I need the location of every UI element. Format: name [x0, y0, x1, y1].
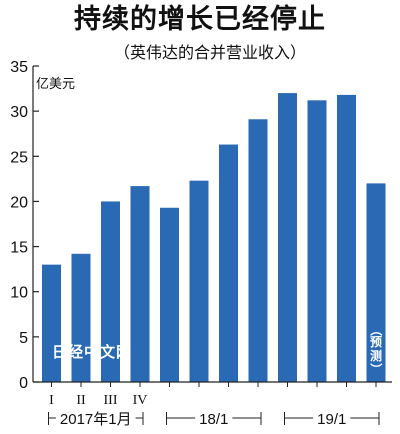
- forecast-char: ）: [369, 363, 384, 375]
- y-axis: 0 5 10 15 20 25 30 35: [10, 59, 39, 392]
- bars: [42, 93, 386, 383]
- group-label: 18/1: [199, 411, 228, 428]
- x-tick-label: III: [104, 393, 118, 408]
- chart-subtitle: （英伟达的合并营业收入）: [113, 43, 306, 62]
- bar-7: [219, 144, 238, 382]
- x-tick-label: IV: [133, 393, 148, 408]
- bar-9: [278, 93, 297, 382]
- forecast-char: （: [369, 324, 384, 336]
- bar-12: [366, 183, 386, 382]
- forecast-char: 测: [370, 348, 382, 363]
- bar-5: [160, 207, 179, 382]
- group-label: 2017年1月: [60, 411, 132, 428]
- y-tick-label: 15: [10, 240, 28, 257]
- bar-1: [42, 264, 61, 382]
- y-tick-label: 35: [10, 59, 28, 76]
- chart-title: 持续的增长已经停止: [74, 4, 326, 35]
- y-tick-label: 30: [10, 104, 28, 121]
- bar-10: [307, 100, 327, 383]
- bar-8: [248, 119, 268, 383]
- bar-3: [101, 201, 120, 382]
- bar-11: [337, 94, 356, 383]
- group-label: 19/1: [317, 411, 346, 428]
- y-tick-label: 10: [10, 285, 28, 302]
- bar-2: [71, 253, 91, 382]
- y-tick-label: 20: [10, 194, 28, 211]
- forecast-char: 预: [370, 335, 382, 349]
- x-tick-label: I: [49, 393, 54, 408]
- unit-label: 亿美元: [36, 77, 75, 92]
- bar-6: [189, 180, 209, 382]
- y-tick-label: 0: [19, 375, 28, 392]
- bar-4: [130, 186, 150, 382]
- watermark: 日经中文网: [52, 343, 132, 361]
- forecast-label: （预测）: [369, 324, 384, 375]
- y-tick-label: 5: [19, 330, 28, 347]
- y-tick-label: 25: [10, 149, 28, 166]
- x-tick-label: II: [76, 393, 86, 408]
